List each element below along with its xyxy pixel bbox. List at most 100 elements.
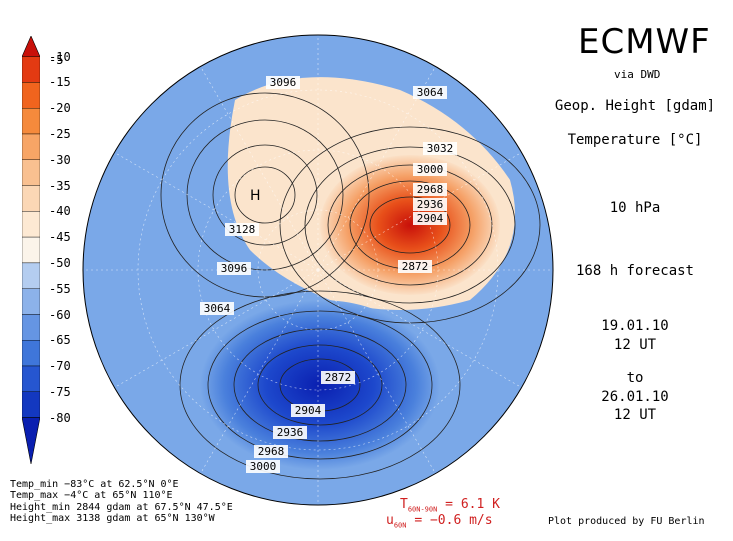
diag-t-sub: 60N-90N xyxy=(407,505,438,514)
colorbar-tick-label: -45 xyxy=(49,230,71,245)
svg-text:3064: 3064 xyxy=(417,86,444,99)
colorbar-tick-label: -40 xyxy=(49,204,71,219)
contour-line xyxy=(304,146,516,304)
valid-date: 26.01.10 xyxy=(601,389,669,405)
contour-label: 3128 xyxy=(225,223,259,236)
contour-label: 2872 xyxy=(321,371,355,384)
svg-text:2968: 2968 xyxy=(417,183,444,196)
contour-label: 2936 xyxy=(273,426,307,439)
svg-text:3128: 3128 xyxy=(229,223,256,236)
stat-height-min: Height_min 2844 gdam at 67.5°N 47.5°E xyxy=(10,502,233,513)
contour-label: 3000 xyxy=(246,460,280,473)
colorbar-tick-label: -15 xyxy=(49,75,71,90)
colorbar-tick-label: -70 xyxy=(49,359,71,373)
meridian-line xyxy=(200,66,319,271)
init-time: 12 UT xyxy=(613,337,657,353)
contour-label: 3000 xyxy=(413,163,447,176)
colorbar-tick-label: -35 xyxy=(49,178,71,193)
contour-line xyxy=(160,92,370,298)
colorbar-segment xyxy=(21,288,41,315)
svg-text:2872: 2872 xyxy=(402,260,429,273)
contour-label: 3064 xyxy=(413,86,447,99)
contour-label: 2968 xyxy=(254,445,288,458)
polar-temp-diagnostic: T60N-90N = 6.1 K xyxy=(400,497,500,514)
colorbar-segment xyxy=(21,133,41,160)
pressure-level: 10 hPa xyxy=(609,200,661,216)
meridian-line xyxy=(317,152,522,271)
high-pressure-marker: H xyxy=(250,188,261,204)
svg-text:2968: 2968 xyxy=(258,445,285,458)
colorbar-bottom-arrow xyxy=(21,417,41,465)
colorbar-segment xyxy=(21,391,41,418)
contour-label: 2936 xyxy=(413,198,447,211)
contour-label: 2904 xyxy=(291,404,325,417)
contour-labels: 3096306430323000296829362904287231283096… xyxy=(200,76,457,473)
stat-temp-max: Temp_max −4°C at 65°N 110°E xyxy=(10,490,173,501)
diag-u-value: = −0.6 m/s xyxy=(414,513,493,528)
cold-core-region xyxy=(200,300,440,470)
meridian-line xyxy=(317,66,436,271)
colorbar-tick-label: -25 xyxy=(49,127,71,141)
contour-line xyxy=(327,164,493,286)
colorbar-tick-label: -60 xyxy=(49,307,71,322)
svg-text:2936: 2936 xyxy=(417,198,444,211)
colorbar-tick-label: -80 xyxy=(49,410,71,425)
colorbar-tick-label: -50 xyxy=(49,255,71,270)
diag-u-sub: 60N xyxy=(393,521,407,530)
colorbar-tick-label: -55 xyxy=(49,281,71,296)
svg-text:3096: 3096 xyxy=(270,76,297,89)
contour-line xyxy=(212,144,318,246)
forecast-lead: 168 h forecast xyxy=(575,263,694,279)
to-label: to xyxy=(626,370,644,386)
colorbar-segment xyxy=(21,159,41,186)
colorbar-segment xyxy=(21,365,41,392)
colorbar-segment xyxy=(21,340,41,367)
svg-text:3096: 3096 xyxy=(221,262,248,275)
credit-text: Plot produced by FU Berlin xyxy=(548,516,705,527)
meridian-line xyxy=(317,269,436,474)
svg-text:2904: 2904 xyxy=(295,404,322,417)
meridian-line xyxy=(114,152,319,271)
colorbar-tick-label: -30 xyxy=(49,152,71,167)
colorbar-tick-label: -5 xyxy=(49,53,64,67)
colorbar-tick-label: -65 xyxy=(49,333,71,348)
height-contours xyxy=(160,92,541,480)
contour-label: 2968 xyxy=(413,183,447,196)
contour-label: 3096 xyxy=(266,76,300,89)
valid-time: 12 UT xyxy=(613,407,657,423)
colorbar-top-arrow xyxy=(21,35,41,57)
meridian-line xyxy=(200,269,319,474)
contour-line xyxy=(234,166,296,224)
stat-temp-min: Temp_min −83°C at 62.5°N 0°E xyxy=(10,479,179,490)
svg-text:2904: 2904 xyxy=(417,212,444,225)
warm-core-region xyxy=(320,155,500,295)
colorbar-segment xyxy=(21,56,41,83)
contour-label: 2872 xyxy=(398,260,432,273)
colorbar-segment xyxy=(21,211,41,238)
colorbar-tick-label: -20 xyxy=(49,101,71,116)
diag-u-label: u xyxy=(386,513,394,528)
contour-line xyxy=(179,290,461,480)
svg-text:2936: 2936 xyxy=(277,426,304,439)
svg-text:3000: 3000 xyxy=(250,460,277,473)
colorbar-segment xyxy=(21,185,41,212)
colorbar-segment xyxy=(21,262,41,289)
contour-label: 3096 xyxy=(217,262,251,275)
contour-line xyxy=(369,196,451,254)
contour-line xyxy=(207,310,433,460)
contour-label: 3032 xyxy=(423,142,457,155)
colorbar-tick-label: -10 xyxy=(49,49,71,64)
svg-text:3000: 3000 xyxy=(417,163,444,176)
zonal-wind-diagnostic: u60N = −0.6 m/s xyxy=(386,513,493,530)
svg-text:3032: 3032 xyxy=(427,142,454,155)
colorbar-segment xyxy=(21,314,41,341)
contour-label: 2904 xyxy=(413,212,447,225)
colorbar-graphic xyxy=(21,35,41,465)
init-date: 19.01.10 xyxy=(601,318,669,334)
contour-line xyxy=(186,119,344,271)
contour-label: 3064 xyxy=(200,302,234,315)
stat-height-max: Height_max 3138 gdam at 65°N 130°W xyxy=(10,513,215,524)
colorbar-segment xyxy=(21,236,41,264)
lat-lon-grid xyxy=(83,35,553,505)
